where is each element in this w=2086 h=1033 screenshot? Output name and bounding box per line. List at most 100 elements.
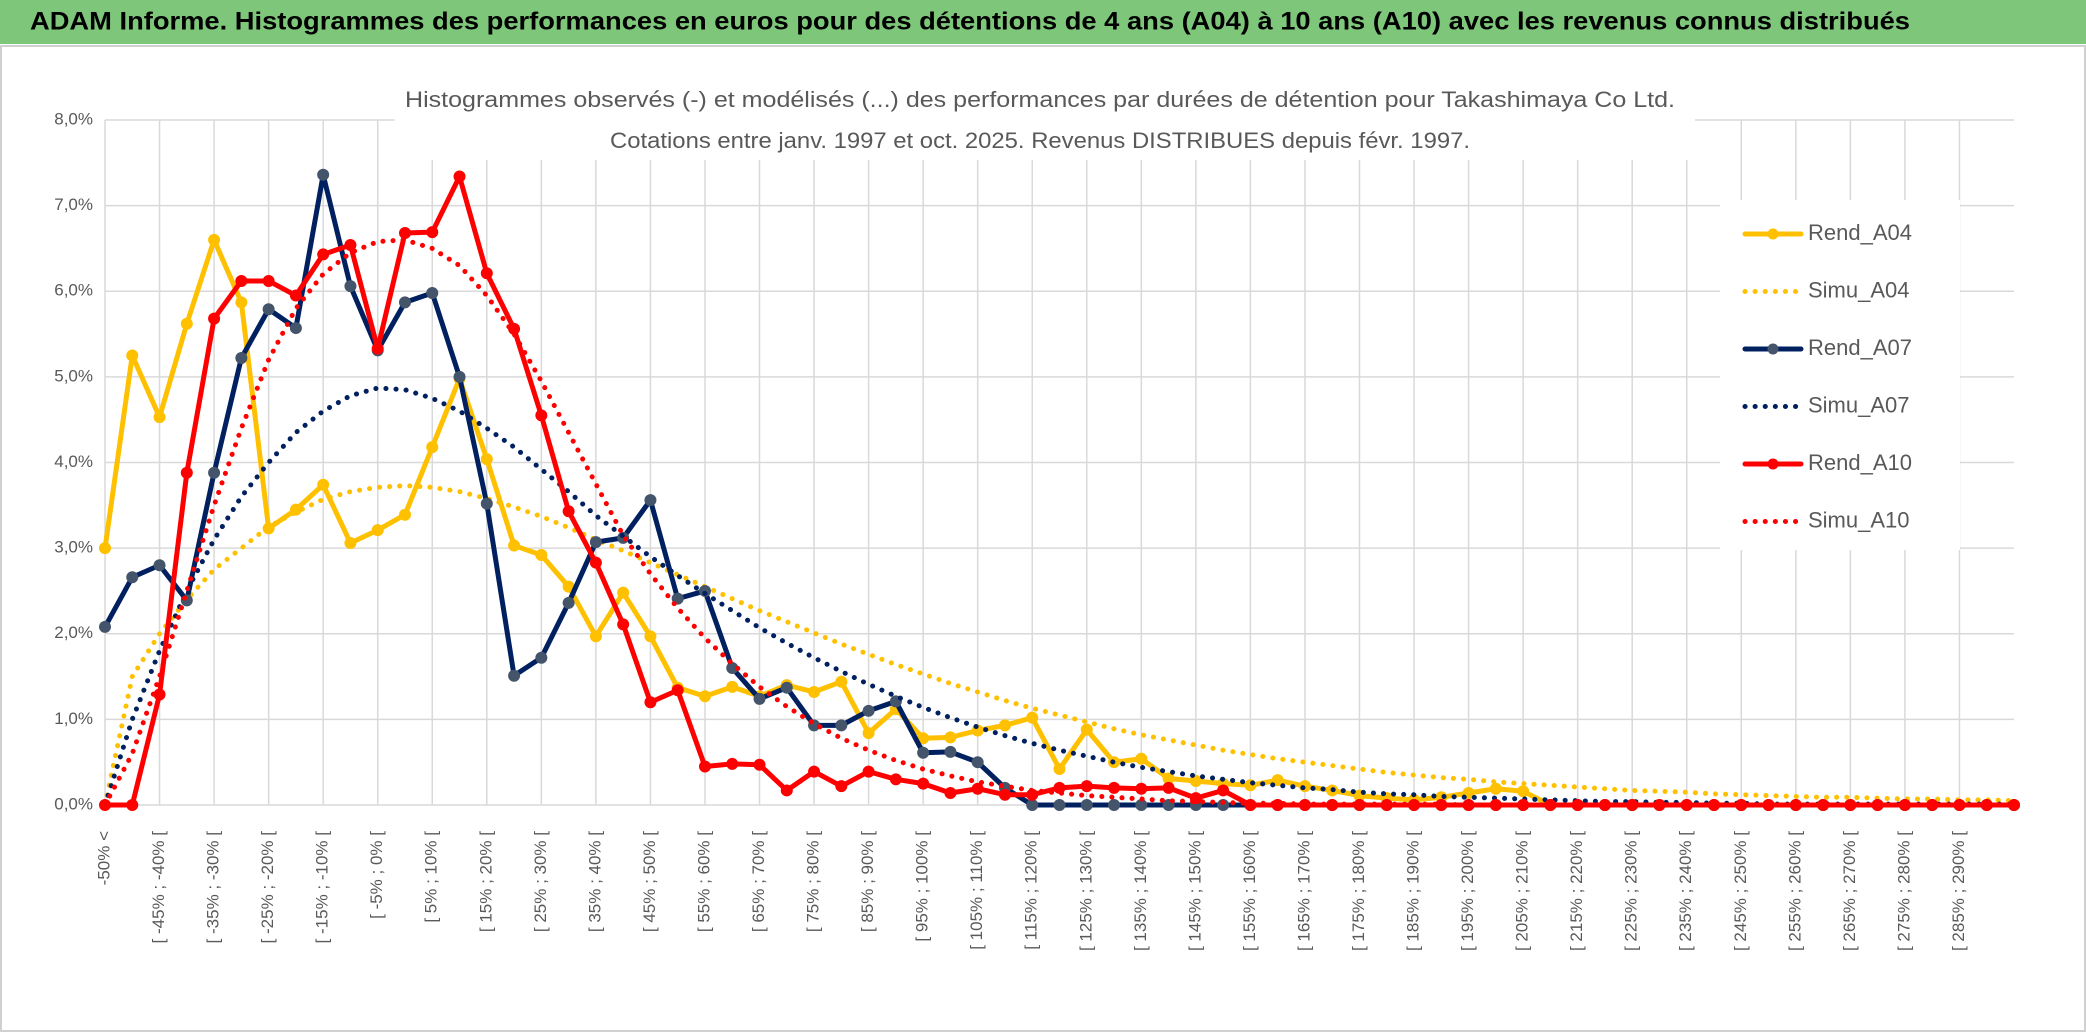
x-tick-label: [ 15% ; 20% [ [476,831,495,932]
data-point [99,620,111,633]
x-tick-label: [ 265% ; 270% [ [1840,831,1859,951]
data-point [1026,711,1039,724]
data-point [726,680,739,693]
data-point [971,756,984,769]
data-point [289,289,302,302]
data-point [99,542,111,555]
data-point [1080,723,1093,736]
x-tick-label: [ 95% ; 100% [ [913,831,932,942]
data-point [698,690,711,703]
chart-frame [0,45,2086,1032]
legend-label: Rend_A07 [1808,335,1912,360]
header-title: ADAM Informe. Histogrammes des performan… [30,8,1910,36]
data-point [535,409,548,422]
x-tick-label: [ 145% ; 150% [ [1185,831,1204,951]
data-point [917,777,930,790]
data-point [1053,763,1066,776]
data-point [589,536,602,549]
data-point [180,466,193,479]
x-tick-label: [ 155% ; 160% [ [1240,831,1259,951]
data-point [1489,782,1502,795]
data-point [998,719,1011,732]
data-point [426,286,439,299]
x-tick-label: [ 225% ; 230% [ [1622,831,1641,951]
data-point [862,765,875,778]
data-point [344,239,357,252]
y-tick-label: 2,0% [54,623,93,642]
x-tick-label: [ 35% ; 40% [ [585,831,604,932]
data-point [835,780,848,793]
chart-subtitle: Cotations entre janv. 1997 et oct. 2025.… [610,128,1470,153]
data-point [344,536,357,549]
x-tick-label: [ -35% ; -30% [ [204,831,223,944]
y-tick-label: 0,0% [54,794,93,813]
data-point [126,799,139,811]
data-point [317,168,330,181]
data-point [208,233,221,246]
x-tick-label: [ 195% ; 200% [ [1458,831,1477,951]
data-point [589,630,602,643]
data-point [862,704,875,717]
data-point [453,170,466,183]
legend-box [1720,200,1960,550]
x-tick-label: [ 235% ; 240% [ [1676,831,1695,951]
x-tick-label: -50% < [94,831,113,885]
data-point [398,508,411,521]
data-point [808,765,821,778]
data-point [535,651,548,664]
data-point [235,274,248,287]
data-point [262,303,275,316]
data-point [453,370,466,383]
data-point [644,696,657,709]
data-point [889,773,902,786]
data-point [780,784,793,797]
data-point [153,411,166,424]
data-point [180,317,193,330]
x-tick-label: [ 105% ; 110% [ [967,831,986,950]
data-point [835,719,848,732]
data-point [344,280,357,293]
y-tick-label: 8,0% [54,109,93,128]
title-backdrop [395,60,1695,160]
data-point [944,745,957,758]
series-line [102,483,2017,808]
x-tick-label: [ 55% ; 60% [ [694,831,713,932]
legend-marker [1767,228,1779,240]
data-point [589,556,602,569]
data-point [398,296,411,309]
series-line [102,237,2017,808]
data-point [617,618,630,631]
x-tick-label: [ 45% ; 50% [ [640,831,659,932]
data-point [508,539,521,552]
data-point [562,596,575,609]
data-point [917,746,930,759]
y-tick-label: 7,0% [54,195,93,214]
data-point [235,296,248,309]
data-point [1162,781,1175,794]
legend-label: Simu_A10 [1808,507,1910,532]
data-point [944,731,957,744]
x-tick-label: [ 175% ; 180% [ [1349,831,1368,951]
data-point [726,757,739,770]
data-point [262,274,275,287]
data-point [1217,784,1230,797]
data-point [371,524,384,537]
data-point [617,586,630,599]
data-point [1108,781,1121,794]
y-tick-label: 3,0% [54,538,93,557]
data-point [208,466,221,479]
data-point [426,441,439,454]
data-point [835,675,848,688]
data-point [426,226,439,239]
y-tick-label: 5,0% [54,366,93,385]
x-tick-label: [ 165% ; 170% [ [1294,831,1313,951]
y-tick-label: 1,0% [54,709,93,728]
data-point [317,478,330,491]
data-point [971,782,984,795]
x-tick-label: [ 255% ; 260% [ [1785,831,1804,951]
legend-label: Rend_A10 [1808,450,1912,475]
y-tick-label: 4,0% [54,452,93,471]
x-tick-label: [ 185% ; 190% [ [1404,831,1423,951]
x-tick-label: [ -25% ; -20% [ [258,831,277,944]
data-point [562,505,575,518]
